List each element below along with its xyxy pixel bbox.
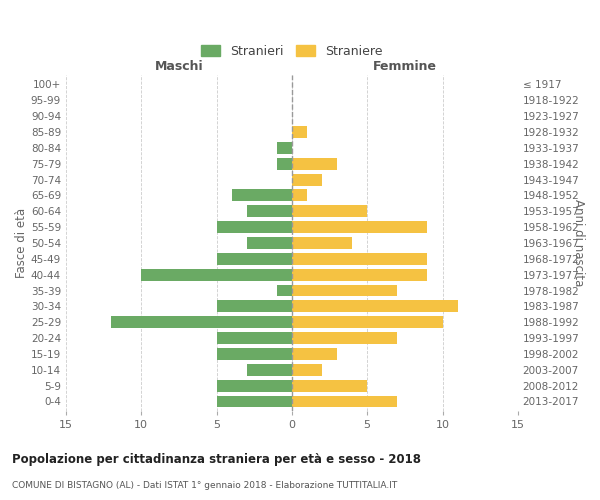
Bar — [217, 253, 292, 265]
Bar — [217, 348, 292, 360]
Bar — [111, 316, 292, 328]
Bar — [292, 380, 367, 392]
Bar — [292, 221, 427, 233]
Bar — [292, 332, 397, 344]
Bar — [292, 268, 427, 280]
Bar — [292, 348, 337, 360]
Bar — [141, 268, 292, 280]
Bar — [277, 158, 292, 170]
Bar — [292, 284, 397, 296]
Bar — [217, 396, 292, 407]
Bar — [217, 332, 292, 344]
Bar — [292, 316, 443, 328]
Text: COMUNE DI BISTAGNO (AL) - Dati ISTAT 1° gennaio 2018 - Elaborazione TUTTITALIA.I: COMUNE DI BISTAGNO (AL) - Dati ISTAT 1° … — [12, 480, 397, 490]
Bar — [217, 300, 292, 312]
Bar — [292, 364, 322, 376]
Bar — [292, 253, 427, 265]
Bar — [247, 364, 292, 376]
Bar — [277, 142, 292, 154]
Bar — [292, 300, 458, 312]
Legend: Stranieri, Straniere: Stranieri, Straniere — [197, 41, 386, 62]
Bar — [232, 190, 292, 202]
Bar — [292, 190, 307, 202]
Bar — [292, 206, 367, 217]
Bar — [247, 206, 292, 217]
Y-axis label: Anni di nascita: Anni di nascita — [572, 200, 585, 286]
Text: Femmine: Femmine — [373, 60, 437, 72]
Bar — [292, 158, 337, 170]
Bar — [292, 126, 307, 138]
Bar — [292, 396, 397, 407]
Y-axis label: Fasce di età: Fasce di età — [15, 208, 28, 278]
Bar — [217, 221, 292, 233]
Bar — [217, 380, 292, 392]
Bar — [247, 237, 292, 249]
Bar — [277, 284, 292, 296]
Bar — [292, 237, 352, 249]
Text: Maschi: Maschi — [155, 60, 203, 72]
Text: Popolazione per cittadinanza straniera per età e sesso - 2018: Popolazione per cittadinanza straniera p… — [12, 452, 421, 466]
Bar — [292, 174, 322, 186]
